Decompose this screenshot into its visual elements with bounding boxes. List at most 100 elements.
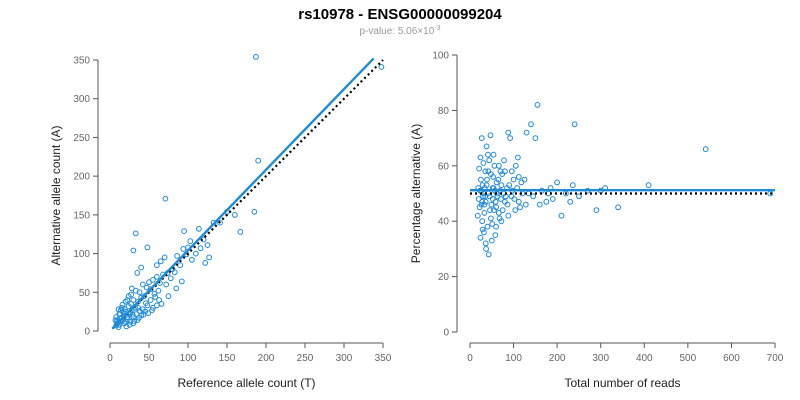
left-y-tick-label: 300 bbox=[73, 94, 90, 105]
right-data-point bbox=[567, 198, 574, 205]
right-data-point bbox=[507, 135, 514, 142]
right-data-point bbox=[569, 182, 576, 189]
right-data-point bbox=[492, 198, 499, 205]
right-data-point bbox=[558, 212, 565, 219]
left-data-point bbox=[130, 247, 137, 254]
right-data-point bbox=[499, 207, 506, 214]
right-y-tick-label: 20 bbox=[438, 272, 450, 283]
right-data-point bbox=[543, 198, 550, 205]
chart-title: rs10978 - ENSG00000099204 bbox=[298, 6, 502, 23]
right-data-point bbox=[477, 154, 484, 161]
right-data-point bbox=[536, 201, 543, 208]
left-y-tick-label: 100 bbox=[73, 249, 90, 260]
left-data-point bbox=[231, 212, 238, 218]
right-x-tick-label: 700 bbox=[767, 353, 784, 364]
left-x-tick-label: 200 bbox=[258, 353, 275, 364]
right-data-point bbox=[488, 201, 495, 208]
left-x-tick-label: 50 bbox=[143, 353, 155, 364]
left-data-point bbox=[136, 314, 142, 321]
right-data-point bbox=[528, 121, 534, 128]
left-data-point bbox=[237, 229, 244, 235]
left-data-point bbox=[255, 157, 262, 164]
right-x-tick-label: 600 bbox=[723, 353, 740, 364]
left-y-tick-label: 250 bbox=[73, 133, 90, 144]
left-data-point bbox=[146, 279, 152, 286]
right-data-point bbox=[512, 162, 519, 169]
left-fit-line bbox=[111, 57, 375, 330]
left-data-point bbox=[167, 275, 174, 282]
left-data-point bbox=[197, 245, 204, 252]
right-y-tick-label: 80 bbox=[438, 106, 450, 117]
left-data-point bbox=[177, 262, 184, 269]
left-data-point bbox=[217, 219, 223, 226]
left-x-tick-label: 150 bbox=[219, 353, 236, 364]
left-data-point bbox=[158, 301, 165, 307]
left-x-axis-label: Reference allele count (T) bbox=[177, 376, 315, 390]
subtitle-exponent: -3 bbox=[434, 25, 440, 32]
right-data-point bbox=[486, 157, 493, 164]
left-data-point bbox=[180, 246, 187, 252]
right-data-point bbox=[485, 151, 491, 158]
right-y-axis-label: Percentage alternative (A) bbox=[409, 124, 423, 263]
left-data-point bbox=[251, 208, 258, 215]
left-x-tick-label: 350 bbox=[375, 353, 392, 364]
left-data-point bbox=[147, 297, 154, 303]
left-data-point bbox=[153, 273, 160, 280]
left-data-point bbox=[126, 321, 133, 328]
left-data-point bbox=[157, 258, 164, 265]
right-y-tick-label: 100 bbox=[432, 51, 449, 62]
right-x-axis-label: Total number of reads bbox=[564, 376, 680, 390]
right-data-point bbox=[523, 129, 530, 136]
left-data-point bbox=[144, 302, 151, 309]
left-data-point bbox=[142, 308, 149, 315]
left-data-point bbox=[113, 314, 120, 321]
left-data-point bbox=[165, 293, 172, 300]
right-data-point bbox=[481, 229, 487, 236]
left-x-tick-label: 250 bbox=[297, 353, 314, 364]
right-x-tick-label: 0 bbox=[467, 353, 473, 364]
right-data-point bbox=[576, 193, 582, 200]
left-data-point bbox=[115, 324, 122, 331]
right-data-point bbox=[512, 207, 519, 214]
right-data-point bbox=[479, 218, 486, 225]
chart-subtitle: p-value: 5.06×10-3 bbox=[359, 25, 440, 37]
right-data-point bbox=[518, 179, 525, 186]
left-data-point bbox=[202, 260, 209, 266]
right-data-point bbox=[488, 215, 494, 222]
left-data-point bbox=[131, 318, 138, 324]
right-data-point bbox=[593, 207, 600, 214]
right-data-point bbox=[491, 207, 497, 214]
right-data-point bbox=[493, 179, 500, 186]
right-x-tick-label: 400 bbox=[636, 353, 653, 364]
left-data-point bbox=[173, 285, 180, 292]
right-data-point bbox=[483, 182, 490, 189]
right-x-tick-label: 300 bbox=[592, 353, 609, 364]
right-data-point bbox=[489, 221, 496, 227]
right-x-tick-label: 100 bbox=[505, 353, 522, 364]
left-y-tick-label: 50 bbox=[79, 288, 91, 299]
right-data-point bbox=[615, 204, 621, 211]
right-data-point bbox=[476, 165, 483, 172]
left-data-point bbox=[181, 228, 188, 235]
right-data-point bbox=[482, 240, 489, 247]
left-y-tick-label: 350 bbox=[73, 56, 90, 67]
left-data-point bbox=[139, 281, 146, 288]
left-data-point bbox=[144, 244, 151, 251]
subtitle-prefix: p-value: 5.06×10 bbox=[359, 26, 434, 37]
right-data-point bbox=[511, 196, 518, 202]
left-data-point bbox=[189, 256, 195, 263]
left-data-point bbox=[174, 253, 181, 259]
right-data-point bbox=[476, 204, 483, 211]
left-data-point bbox=[151, 290, 158, 297]
left-data-point bbox=[152, 294, 159, 300]
left-data-point bbox=[153, 302, 160, 309]
left-data-point bbox=[121, 306, 128, 313]
left-data-point bbox=[128, 291, 135, 298]
right-data-point bbox=[510, 176, 517, 183]
right-data-point bbox=[489, 196, 496, 202]
right-data-point bbox=[515, 154, 521, 161]
left-data-point bbox=[145, 310, 152, 317]
right-data-point bbox=[534, 102, 541, 108]
right-data-point bbox=[482, 168, 489, 175]
right-data-point bbox=[494, 193, 501, 200]
